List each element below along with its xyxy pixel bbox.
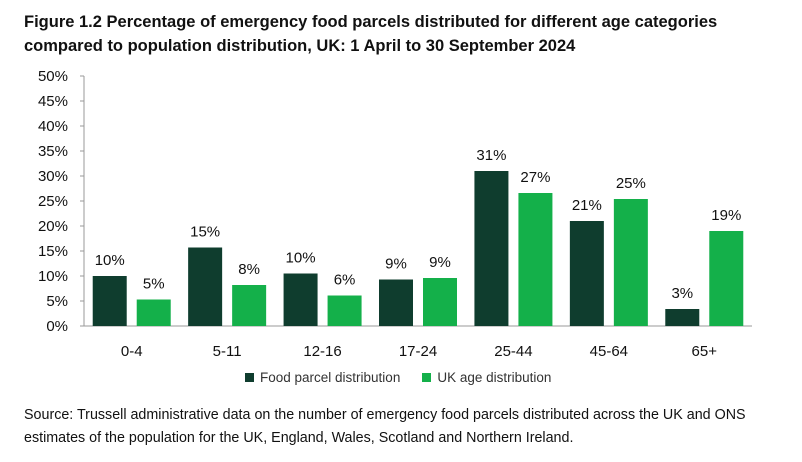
legend-label-food: Food parcel distribution	[260, 370, 401, 385]
food-parcel-data-label: 9%	[385, 256, 407, 273]
source-note: Source: Trussell administrative data on …	[24, 407, 746, 446]
y-tick-label: 30%	[38, 168, 68, 185]
food-parcel-data-label: 15%	[190, 224, 220, 241]
uk-age-bar	[709, 231, 744, 326]
food-parcel-data-label: 21%	[572, 197, 602, 214]
uk-age-bar	[613, 199, 648, 326]
uk-age-data-label: 25%	[616, 175, 646, 192]
y-tick-label: 10%	[38, 268, 68, 285]
uk-age-bar	[327, 295, 362, 326]
y-tick-label: 15%	[38, 243, 68, 260]
y-tick-label: 50%	[38, 68, 68, 85]
legend-item-uk: UK age distribution	[422, 370, 551, 385]
x-category-label: 45-64	[590, 343, 628, 360]
food-parcel-bar	[665, 309, 700, 326]
x-category-label: 25-44	[494, 343, 532, 360]
chart-title: Figure 1.2 Percentage of emergency food …	[24, 10, 784, 58]
y-tick-label: 5%	[46, 293, 68, 310]
food-parcel-data-label: 10%	[95, 252, 125, 269]
uk-age-data-label: 27%	[520, 169, 550, 186]
uk-age-data-label: 19%	[711, 207, 741, 224]
title-line-1: Figure 1.2 Percentage of emergency food …	[24, 13, 718, 31]
food-parcel-bar	[379, 279, 413, 326]
legend-swatch-food	[245, 373, 254, 382]
food-parcel-data-label: 31%	[476, 147, 506, 164]
x-category-label: 0-4	[121, 343, 143, 360]
food-parcel-bar	[474, 171, 509, 326]
uk-age-data-label: 5%	[143, 276, 165, 293]
x-category-label: 5-11	[213, 343, 242, 360]
uk-age-bar	[423, 278, 457, 326]
uk-age-bar	[518, 193, 553, 326]
y-tick-label: 0%	[46, 318, 68, 335]
food-parcel-bar	[188, 247, 223, 326]
x-category-label: 65+	[692, 343, 718, 360]
uk-age-bar	[136, 299, 171, 326]
food-parcel-bar	[283, 273, 318, 326]
food-parcel-data-label: 10%	[286, 250, 316, 267]
legend-swatch-uk	[422, 373, 432, 382]
legend: Food parcel distribution UK age distribu…	[245, 370, 551, 385]
uk-age-bar	[232, 285, 267, 326]
uk-age-data-label: 9%	[429, 254, 451, 271]
y-tick-label: 20%	[38, 218, 68, 235]
title-line-2: compared to population distribution, UK:…	[24, 37, 576, 55]
y-tick-label: 40%	[38, 118, 68, 135]
food-parcel-bar	[569, 221, 604, 326]
y-tick-label: 35%	[38, 143, 68, 160]
y-tick-label: 25%	[38, 193, 68, 210]
legend-item-food: Food parcel distribution	[245, 370, 400, 385]
legend-label-uk: UK age distribution	[437, 370, 552, 385]
uk-age-data-label: 8%	[238, 261, 260, 278]
x-category-label: 17-24	[399, 343, 437, 360]
food-parcel-data-label: 3%	[671, 285, 693, 302]
x-category-label: 12-16	[303, 343, 341, 360]
y-tick-label: 45%	[38, 93, 68, 110]
uk-age-data-label: 6%	[334, 272, 356, 289]
food-parcel-bar	[92, 276, 127, 326]
